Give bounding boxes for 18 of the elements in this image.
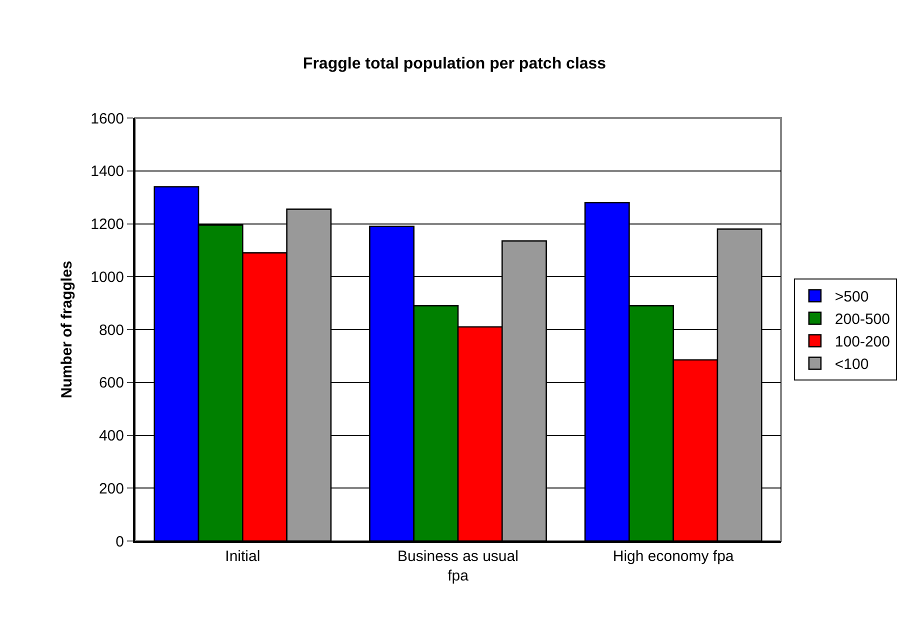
y-tick-label: 0: [116, 533, 124, 550]
x-tick-label: High economy fpa: [612, 548, 734, 565]
legend-label: >500: [834, 288, 869, 306]
y-tick-label: 1400: [90, 163, 124, 180]
y-tick-label: 600: [98, 374, 124, 392]
y-tick-label: 1000: [90, 268, 124, 286]
legend-label: 100-200: [834, 334, 890, 351]
y-tick-label: 800: [98, 322, 124, 339]
y-tick-label: 1600: [90, 110, 124, 128]
x-tick-label: Business as usual fpa: [398, 548, 518, 584]
y-tick-label: 1200: [90, 216, 124, 233]
y-axis-title: Number of fraggles: [58, 260, 76, 398]
y-tick-label: 400: [98, 428, 124, 444]
legend-label: 200-500: [834, 311, 890, 328]
x-tick-label: Initial: [225, 548, 260, 565]
y-tick-label: 200: [98, 480, 124, 498]
chart-title: Fraggle total population per patch class: [302, 55, 606, 72]
legend-label: <100: [834, 356, 869, 374]
